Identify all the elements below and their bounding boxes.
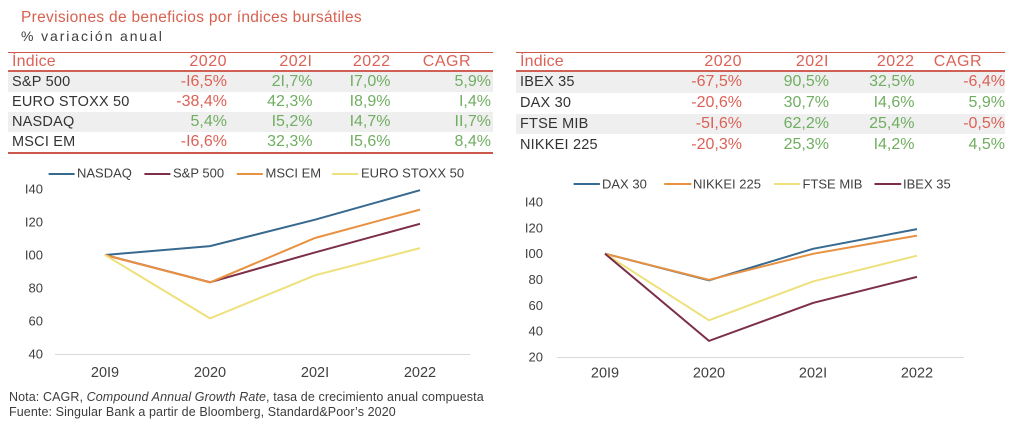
- svg-text:I20: I20: [525, 220, 543, 235]
- svg-text:FTSE MIB: FTSE MIB: [803, 177, 863, 192]
- svg-text:40: 40: [29, 347, 43, 362]
- svg-text:20I9: 20I9: [91, 365, 119, 381]
- svg-text:20: 20: [529, 350, 543, 365]
- svg-text:20I9: 20I9: [591, 366, 619, 382]
- svg-text:S&P 500: S&P 500: [173, 166, 224, 181]
- svg-text:2020: 2020: [693, 366, 725, 382]
- svg-text:MSCI EM: MSCI EM: [266, 166, 322, 181]
- svg-text:NASDAQ: NASDAQ: [77, 166, 132, 181]
- svg-text:202I: 202I: [301, 365, 329, 381]
- svg-text:I20: I20: [25, 215, 43, 230]
- svg-text:40: 40: [529, 324, 543, 339]
- svg-text:DAX 30: DAX 30: [602, 177, 647, 192]
- svg-text:202I: 202I: [799, 366, 827, 382]
- svg-text:80: 80: [529, 272, 543, 287]
- svg-text:80: 80: [29, 281, 43, 296]
- svg-text:I40: I40: [25, 182, 43, 197]
- svg-text:I40: I40: [525, 195, 543, 210]
- svg-text:60: 60: [29, 314, 43, 329]
- svg-text:2022: 2022: [901, 366, 933, 382]
- svg-text:2020: 2020: [194, 365, 226, 381]
- svg-text:NIKKEI 225: NIKKEI 225: [693, 177, 761, 192]
- svg-text:EURO STOXX 50: EURO STOXX 50: [361, 166, 464, 181]
- svg-text:I00: I00: [525, 246, 543, 261]
- svg-text:60: 60: [529, 298, 543, 313]
- svg-text:IBEX 35: IBEX 35: [903, 177, 951, 192]
- svg-text:2022: 2022: [404, 365, 436, 381]
- svg-text:I00: I00: [25, 248, 43, 263]
